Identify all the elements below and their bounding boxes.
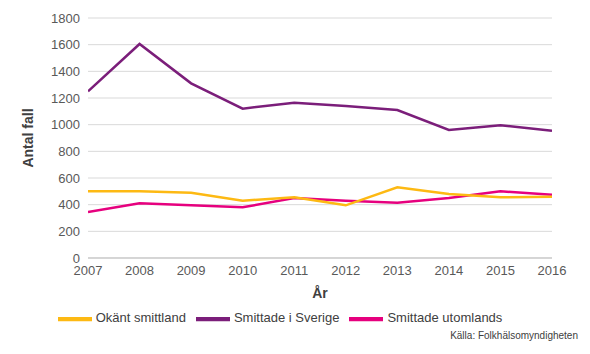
svg-text:2013: 2013 [383, 263, 412, 278]
svg-text:1600: 1600 [51, 37, 80, 52]
svg-text:2016: 2016 [538, 263, 567, 278]
svg-text:2014: 2014 [434, 263, 463, 278]
html-text:Källa: Folkhälsomyndigheten: Källa: Folkhälsomyndigheten [450, 330, 578, 341]
svg-text:2008: 2008 [125, 263, 154, 278]
svg-text:2015: 2015 [486, 263, 515, 278]
svg-text:1800: 1800 [51, 11, 80, 26]
svg-text:2011: 2011 [280, 263, 308, 278]
svg-text:800: 800 [58, 144, 80, 159]
svg-text:1200: 1200 [51, 91, 80, 106]
svg-text:400: 400 [58, 197, 80, 212]
svg-text:200: 200 [58, 224, 80, 239]
svg-text:2007: 2007 [73, 263, 103, 279]
svg-text:2010: 2010 [228, 263, 257, 278]
svg-text:1000: 1000 [51, 117, 80, 132]
html-text:Smittade utomlands: Smittade utomlands [387, 310, 503, 326]
svg-text:2009: 2009 [177, 263, 206, 278]
svg-text:2012: 2012 [331, 263, 360, 278]
svg-text:1400: 1400 [51, 64, 80, 79]
svg-text:0: 0 [73, 251, 80, 266]
svg-text:År: År [312, 285, 328, 301]
html-text:Smittade i Sverige: Smittade i Sverige [234, 310, 340, 326]
svg-text:600: 600 [58, 171, 80, 186]
svg-text:Antal fall: Antal fall [20, 108, 36, 167]
html-text:Okänt smittland: Okänt smittland [95, 310, 186, 326]
